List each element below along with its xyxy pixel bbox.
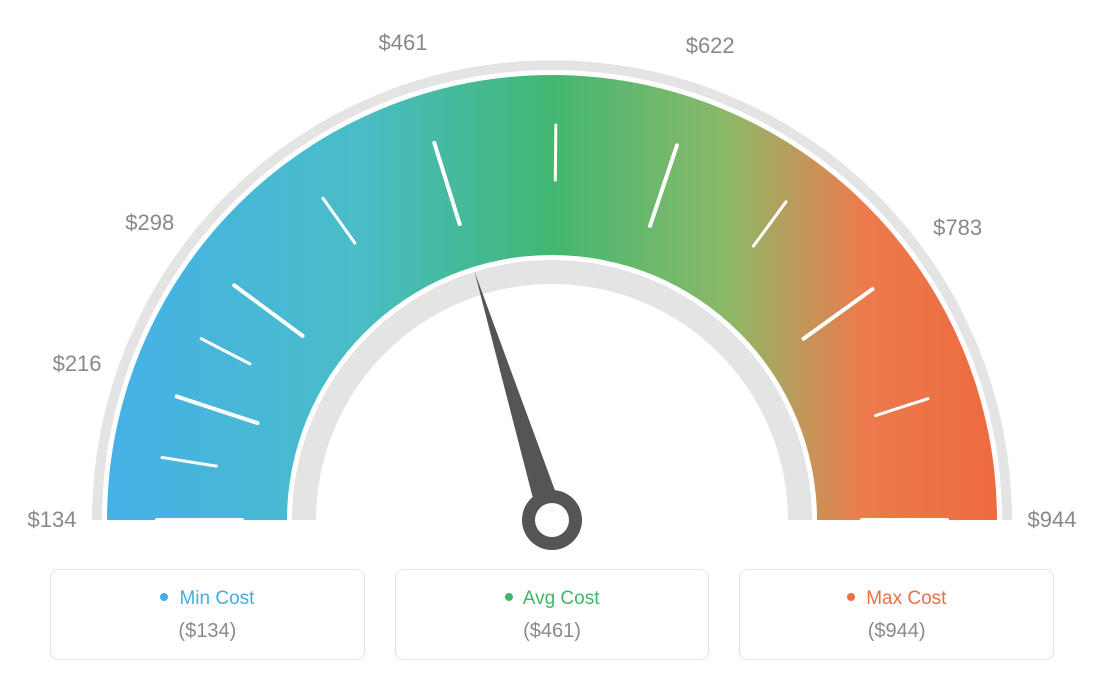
gauge-tick-label: $622 (686, 33, 735, 59)
dot-icon (505, 593, 513, 601)
max-cost-title: Max Cost (750, 588, 1043, 610)
avg-cost-label: Avg Cost (523, 588, 600, 609)
summary-cards: Min Cost ($134) Avg Cost ($461) Max Cost… (50, 569, 1054, 660)
dot-icon (847, 593, 855, 601)
cost-gauge: $134 $216 $298 $461 $622 $783 $944 (0, 0, 1104, 560)
avg-cost-card: Avg Cost ($461) (395, 569, 710, 660)
avg-cost-value: ($461) (406, 620, 699, 643)
min-cost-label: Min Cost (179, 588, 254, 609)
gauge-tick-label: $134 (28, 507, 77, 533)
max-cost-card: Max Cost ($944) (739, 569, 1054, 660)
min-cost-title: Min Cost (61, 588, 354, 610)
dot-icon (160, 593, 168, 601)
gauge-svg (0, 0, 1104, 560)
gauge-tick-label: $944 (1028, 507, 1077, 533)
gauge-tick-label: $783 (933, 215, 982, 241)
min-cost-value: ($134) (61, 620, 354, 643)
avg-cost-title: Avg Cost (406, 588, 699, 610)
min-cost-card: Min Cost ($134) (50, 569, 365, 660)
gauge-tick-label: $298 (125, 210, 174, 236)
max-cost-label: Max Cost (866, 588, 946, 609)
max-cost-value: ($944) (750, 620, 1043, 643)
gauge-tick-label: $461 (379, 30, 428, 56)
gauge-tick-label: $216 (53, 351, 102, 377)
